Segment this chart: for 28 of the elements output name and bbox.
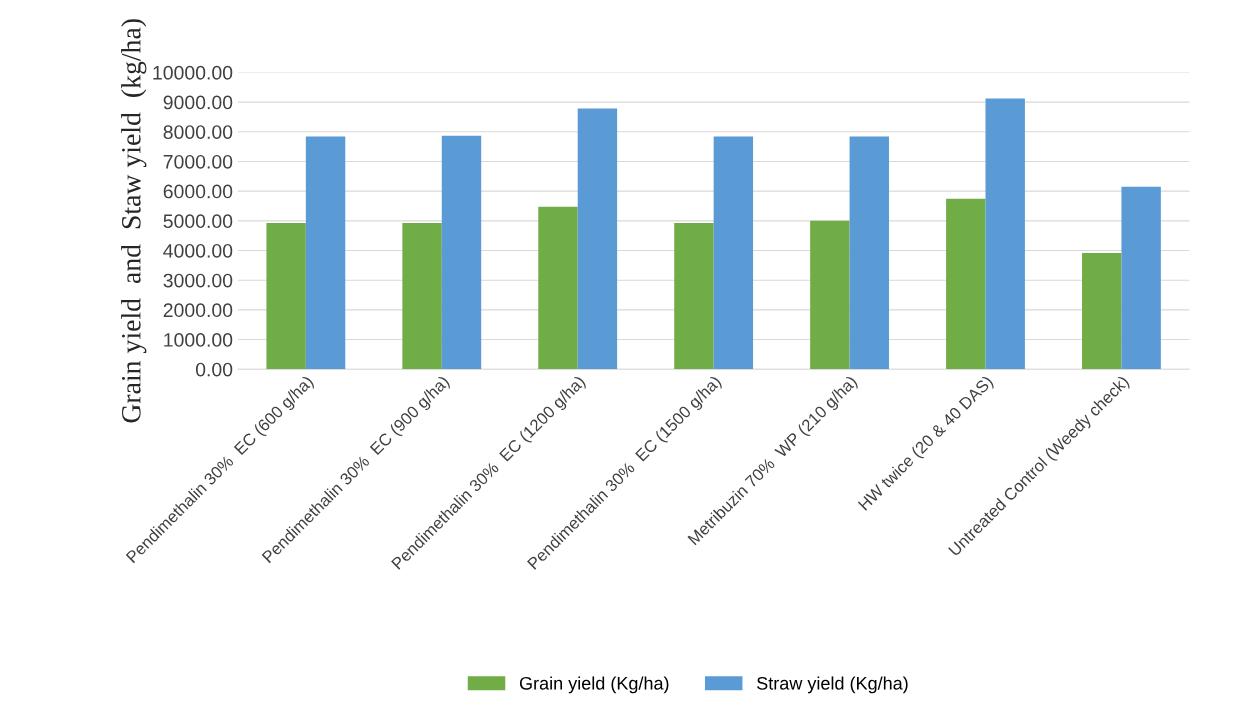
y-tick-label: 7000.00 — [163, 154, 233, 169]
y-tick-label: 1000.00 — [164, 333, 233, 347]
y-axis-title: Grain yield and Staw yield (kg/ha) — [121, 19, 147, 423]
y-tick-label: 6000.00 — [163, 184, 233, 199]
y-tick-label: 4000.00 — [163, 243, 233, 258]
bar — [266, 222, 306, 370]
y-tick-label: 2000.00 — [163, 303, 233, 318]
legend-label: Grain yield (Kg/ha) — [519, 676, 669, 694]
bar — [577, 108, 618, 370]
bar — [713, 136, 754, 370]
y-tick-label: 0.00 — [195, 362, 233, 377]
bar — [946, 198, 986, 370]
bar — [674, 222, 714, 370]
bar — [1082, 252, 1122, 370]
bar — [1121, 186, 1161, 370]
bar — [305, 136, 346, 370]
y-tick-label: 8000.00 — [163, 125, 233, 139]
bar — [985, 98, 1025, 370]
bar — [849, 136, 889, 370]
bar — [538, 206, 578, 370]
y-tick-label: 5000.00 — [163, 214, 233, 229]
y-tick-label: 9000.00 — [163, 95, 233, 110]
bar — [402, 222, 442, 370]
y-tick-label: 10000.00 — [153, 65, 233, 80]
bar — [441, 135, 482, 370]
y-tick-label: 3000.00 — [163, 273, 233, 288]
bar — [810, 220, 850, 370]
legend-label: Straw yield (Kg/ha) — [757, 676, 908, 694]
